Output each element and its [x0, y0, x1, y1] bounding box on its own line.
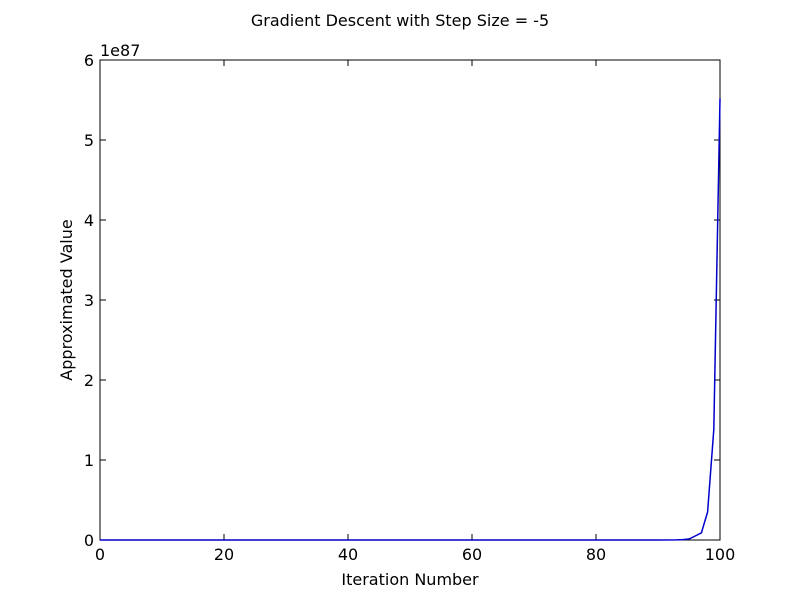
x-tick-label: 20 [214, 545, 234, 564]
x-axis-ticks: 0 20 40 60 80 100 [95, 60, 735, 564]
x-tick-label: 0 [95, 545, 105, 564]
y-tick-label: 3 [84, 291, 94, 310]
y-tick-label: 0 [84, 531, 94, 550]
y-axis-offset-label: 1e87 [100, 41, 140, 60]
x-tick-label: 40 [338, 545, 358, 564]
y-tick-label: 4 [84, 211, 94, 230]
y-axis-ticks: 0 1 2 3 4 5 6 [84, 51, 720, 550]
y-tick-label: 2 [84, 371, 94, 390]
chart-title: Gradient Descent with Step Size = -5 [251, 11, 549, 30]
plot-frame [99, 59, 721, 541]
series-line [100, 98, 721, 541]
x-tick-label: 100 [705, 545, 736, 564]
x-tick-label: 60 [462, 545, 482, 564]
y-tick-label: 1 [84, 451, 94, 470]
x-axis-label: Iteration Number [341, 570, 479, 589]
y-tick-label: 6 [84, 51, 94, 70]
y-axis-label: Approximated Value [57, 219, 76, 380]
x-tick-label: 80 [586, 545, 606, 564]
y-tick-label: 5 [84, 131, 94, 150]
